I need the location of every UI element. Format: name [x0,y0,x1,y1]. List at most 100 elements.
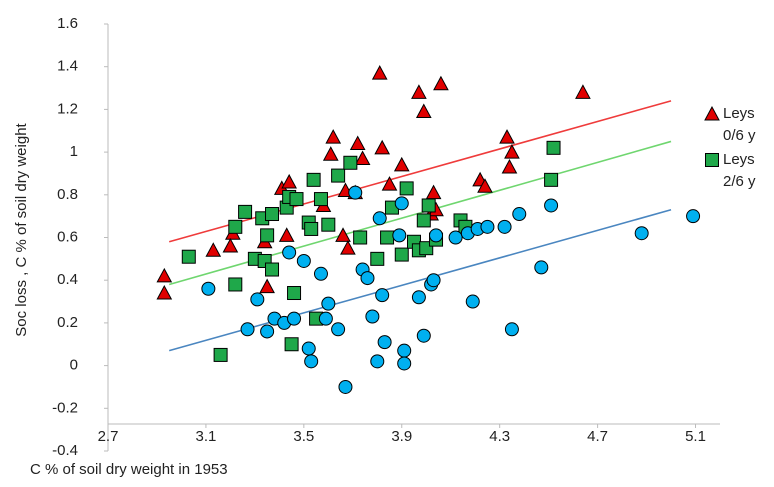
legend-marker [705,153,719,167]
circle-point [416,328,431,343]
circle-point [392,228,407,243]
triangle-point [504,144,520,159]
square-point [416,213,431,228]
trend-line [168,100,672,243]
triangle-point [371,65,388,80]
legend-label: Leys 2/6 y [723,151,756,190]
circle-point [504,322,519,337]
square-point [544,172,559,187]
legend-marker [704,105,720,121]
square-point [380,230,395,245]
x-axis-title: C % of soil dry weight in 1953 [30,461,228,478]
square-point [260,228,275,243]
triangle-point [499,129,515,144]
circle-point [201,281,216,296]
y-tick-label: 0 [70,357,78,374]
circle-point [338,379,353,394]
circle-point [331,322,346,337]
legend-label: Leys 0/6 y [723,105,756,144]
x-tick-label: 4.3 [489,428,510,445]
triangle-point [349,135,366,151]
square-point [343,155,358,170]
x-tick-label: 4.7 [587,428,608,445]
triangle-point [156,284,173,300]
circle-point [686,209,701,224]
circle-point [372,211,387,226]
triangle-point [156,267,173,283]
circle-point [411,290,426,305]
circle-point [512,207,527,222]
square-point [265,207,280,222]
triangle-point [322,146,339,161]
circle-point [544,198,559,213]
circle-point [534,260,549,275]
x-tick-label: 5.1 [685,428,706,445]
y-tick-label: 0.2 [57,314,78,331]
circle-point [287,311,302,326]
square-point [213,347,228,362]
circle-point [426,273,441,288]
circle-point [370,354,385,369]
circle-point [480,219,495,234]
y-axis-title: Soc loss , C % of soil dry weight [13,122,30,336]
triangle-point [433,75,449,91]
triangle-point [259,278,275,294]
square-point [265,262,280,277]
circle-point [497,219,512,234]
circle-point [377,335,392,350]
triangle-point [381,176,398,191]
circle-point [348,185,363,200]
y-tick-label: 1.4 [57,58,78,75]
x-tick-label: 3.5 [293,428,314,445]
triangle-point [335,227,351,242]
triangle-point [374,139,391,155]
circle-point [282,245,297,260]
y-tick-label: 1 [70,143,78,160]
square-point [546,140,561,155]
square-point [313,192,328,207]
triangle-point [477,178,493,193]
circle-point [304,354,319,369]
triangle-point [415,103,432,119]
square-point [238,204,253,219]
square-point [306,172,321,187]
triangle-point [278,227,295,242]
square-point [421,198,436,213]
triangle-point [340,240,356,255]
square-point [304,221,319,236]
circle-point [375,288,390,303]
square-point [321,217,336,232]
circle-point [465,294,480,309]
triangle-point [393,156,410,172]
square-point [370,251,385,266]
y-tick-label: 1.2 [57,100,78,117]
square-point [399,181,414,196]
square-point [394,247,409,262]
circle-point [240,322,255,337]
square-point [287,286,302,301]
circle-point [250,292,265,307]
square-point [228,277,243,292]
circle-point [301,341,316,356]
triangle-point [501,158,518,174]
triangle-point [354,150,371,166]
y-tick-label: 0.4 [57,271,78,288]
square-point [331,168,346,183]
y-tick-label: -0.2 [52,399,78,416]
triangle-point [205,242,222,257]
circle-point [296,253,311,268]
x-tick-label: 2.7 [98,428,119,445]
triangle-point [281,173,297,189]
circle-point [313,266,328,281]
square-point [289,192,304,207]
y-tick-label: -0.4 [52,442,78,459]
circle-point [397,343,412,358]
triangle-point [222,237,239,253]
circle-point [360,271,375,286]
square-point [181,249,196,264]
circle-point [394,196,409,211]
triangle-point [575,84,591,99]
circle-point [429,228,444,243]
circle-point [260,324,275,339]
